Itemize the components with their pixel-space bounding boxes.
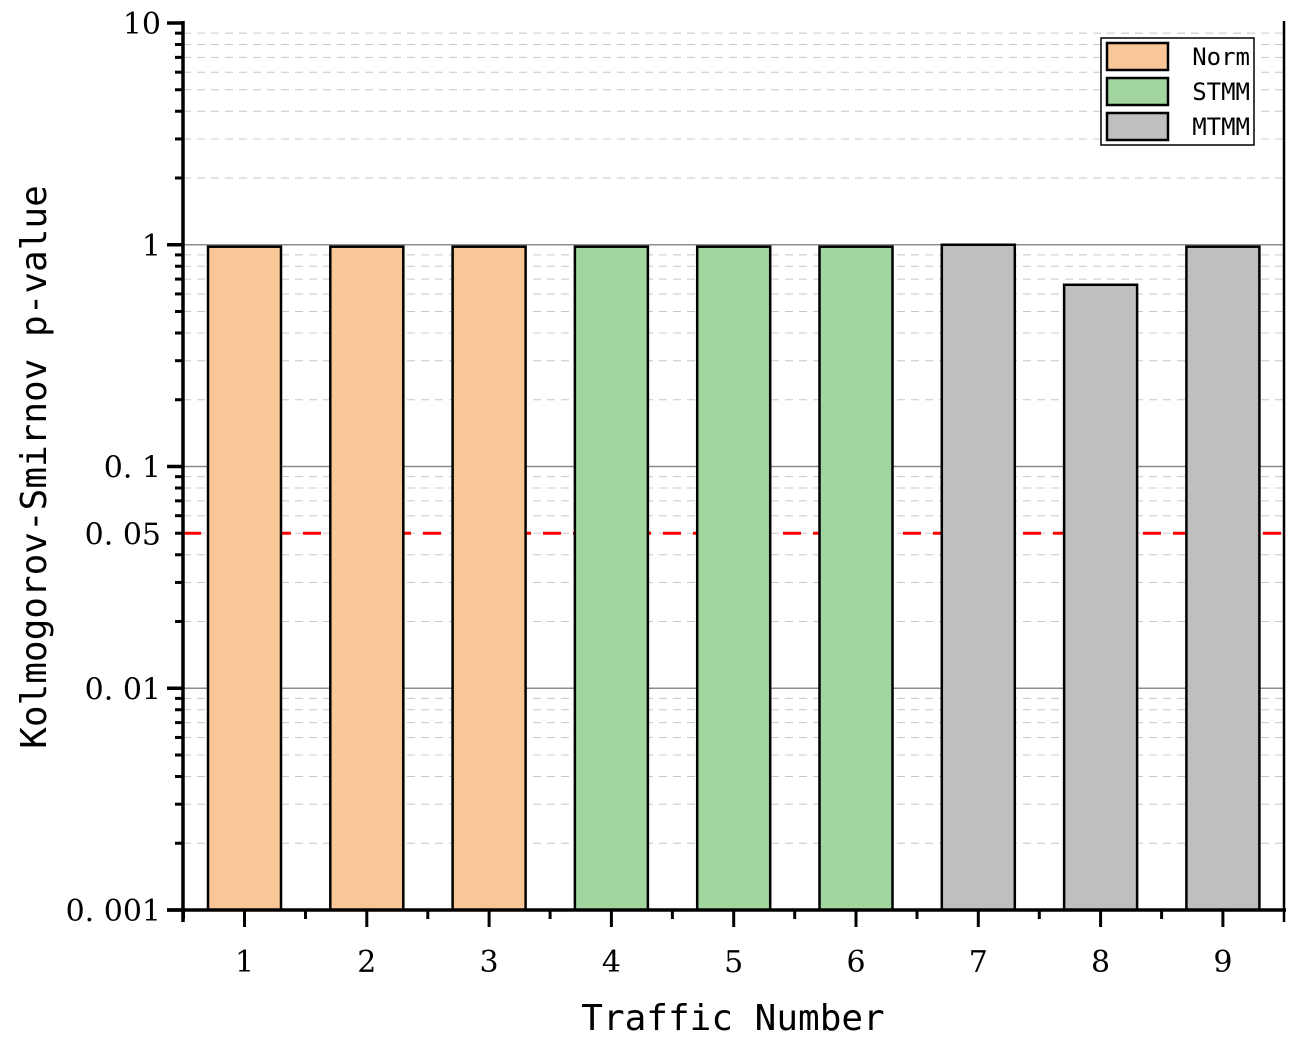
y-tick-label: 0. 05 xyxy=(85,517,161,552)
bar xyxy=(206,245,283,912)
x-tick-label: 5 xyxy=(724,945,743,980)
y-tick-label: 0. 001 xyxy=(66,894,161,929)
bar xyxy=(695,245,772,912)
y-tick-label: 1 xyxy=(142,229,161,264)
legend-label-stmm: STMM xyxy=(1192,78,1250,106)
y-tick-label: 0. 1 xyxy=(104,451,161,486)
x-tick-label: 8 xyxy=(1091,945,1110,980)
bar xyxy=(818,245,894,912)
bar xyxy=(329,245,405,912)
legend-swatch-norm xyxy=(1105,41,1170,72)
x-tick-label: 3 xyxy=(480,945,499,980)
bar xyxy=(1062,283,1139,912)
x-tick-label: 4 xyxy=(602,945,621,980)
legend-label-norm: Norm xyxy=(1192,43,1250,71)
axes: 10 1 0. 1 0. 05 0. 01 0. 001 1 2 3 4 5 6 7 8 9 xyxy=(66,7,1286,980)
bar xyxy=(940,243,1017,912)
bars xyxy=(206,243,1261,912)
x-tick-label: 9 xyxy=(1213,945,1232,980)
legend-label-mtmm: MTMM xyxy=(1192,113,1250,141)
bar xyxy=(1185,245,1261,912)
x-tick-label: 1 xyxy=(235,945,254,980)
x-axis-title: Traffic Number xyxy=(581,998,884,1039)
legend-swatch-stmm xyxy=(1105,76,1170,107)
legend: Norm STMM MTMM xyxy=(1100,37,1255,146)
bar xyxy=(573,245,650,912)
y-axis-title: Kolmogorov-Smirnov p-value xyxy=(14,185,55,749)
x-tick-label: 2 xyxy=(357,945,376,980)
y-tick-label: 0. 01 xyxy=(85,672,161,707)
legend-swatch-mtmm xyxy=(1105,111,1170,142)
bar xyxy=(451,245,527,912)
x-tick-label: 7 xyxy=(969,945,988,980)
y-tick-label: 10 xyxy=(123,7,161,42)
x-tick-label: 6 xyxy=(846,945,865,980)
